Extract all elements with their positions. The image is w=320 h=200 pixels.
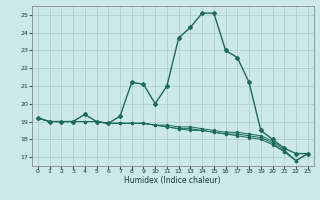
X-axis label: Humidex (Indice chaleur): Humidex (Indice chaleur) — [124, 176, 221, 185]
